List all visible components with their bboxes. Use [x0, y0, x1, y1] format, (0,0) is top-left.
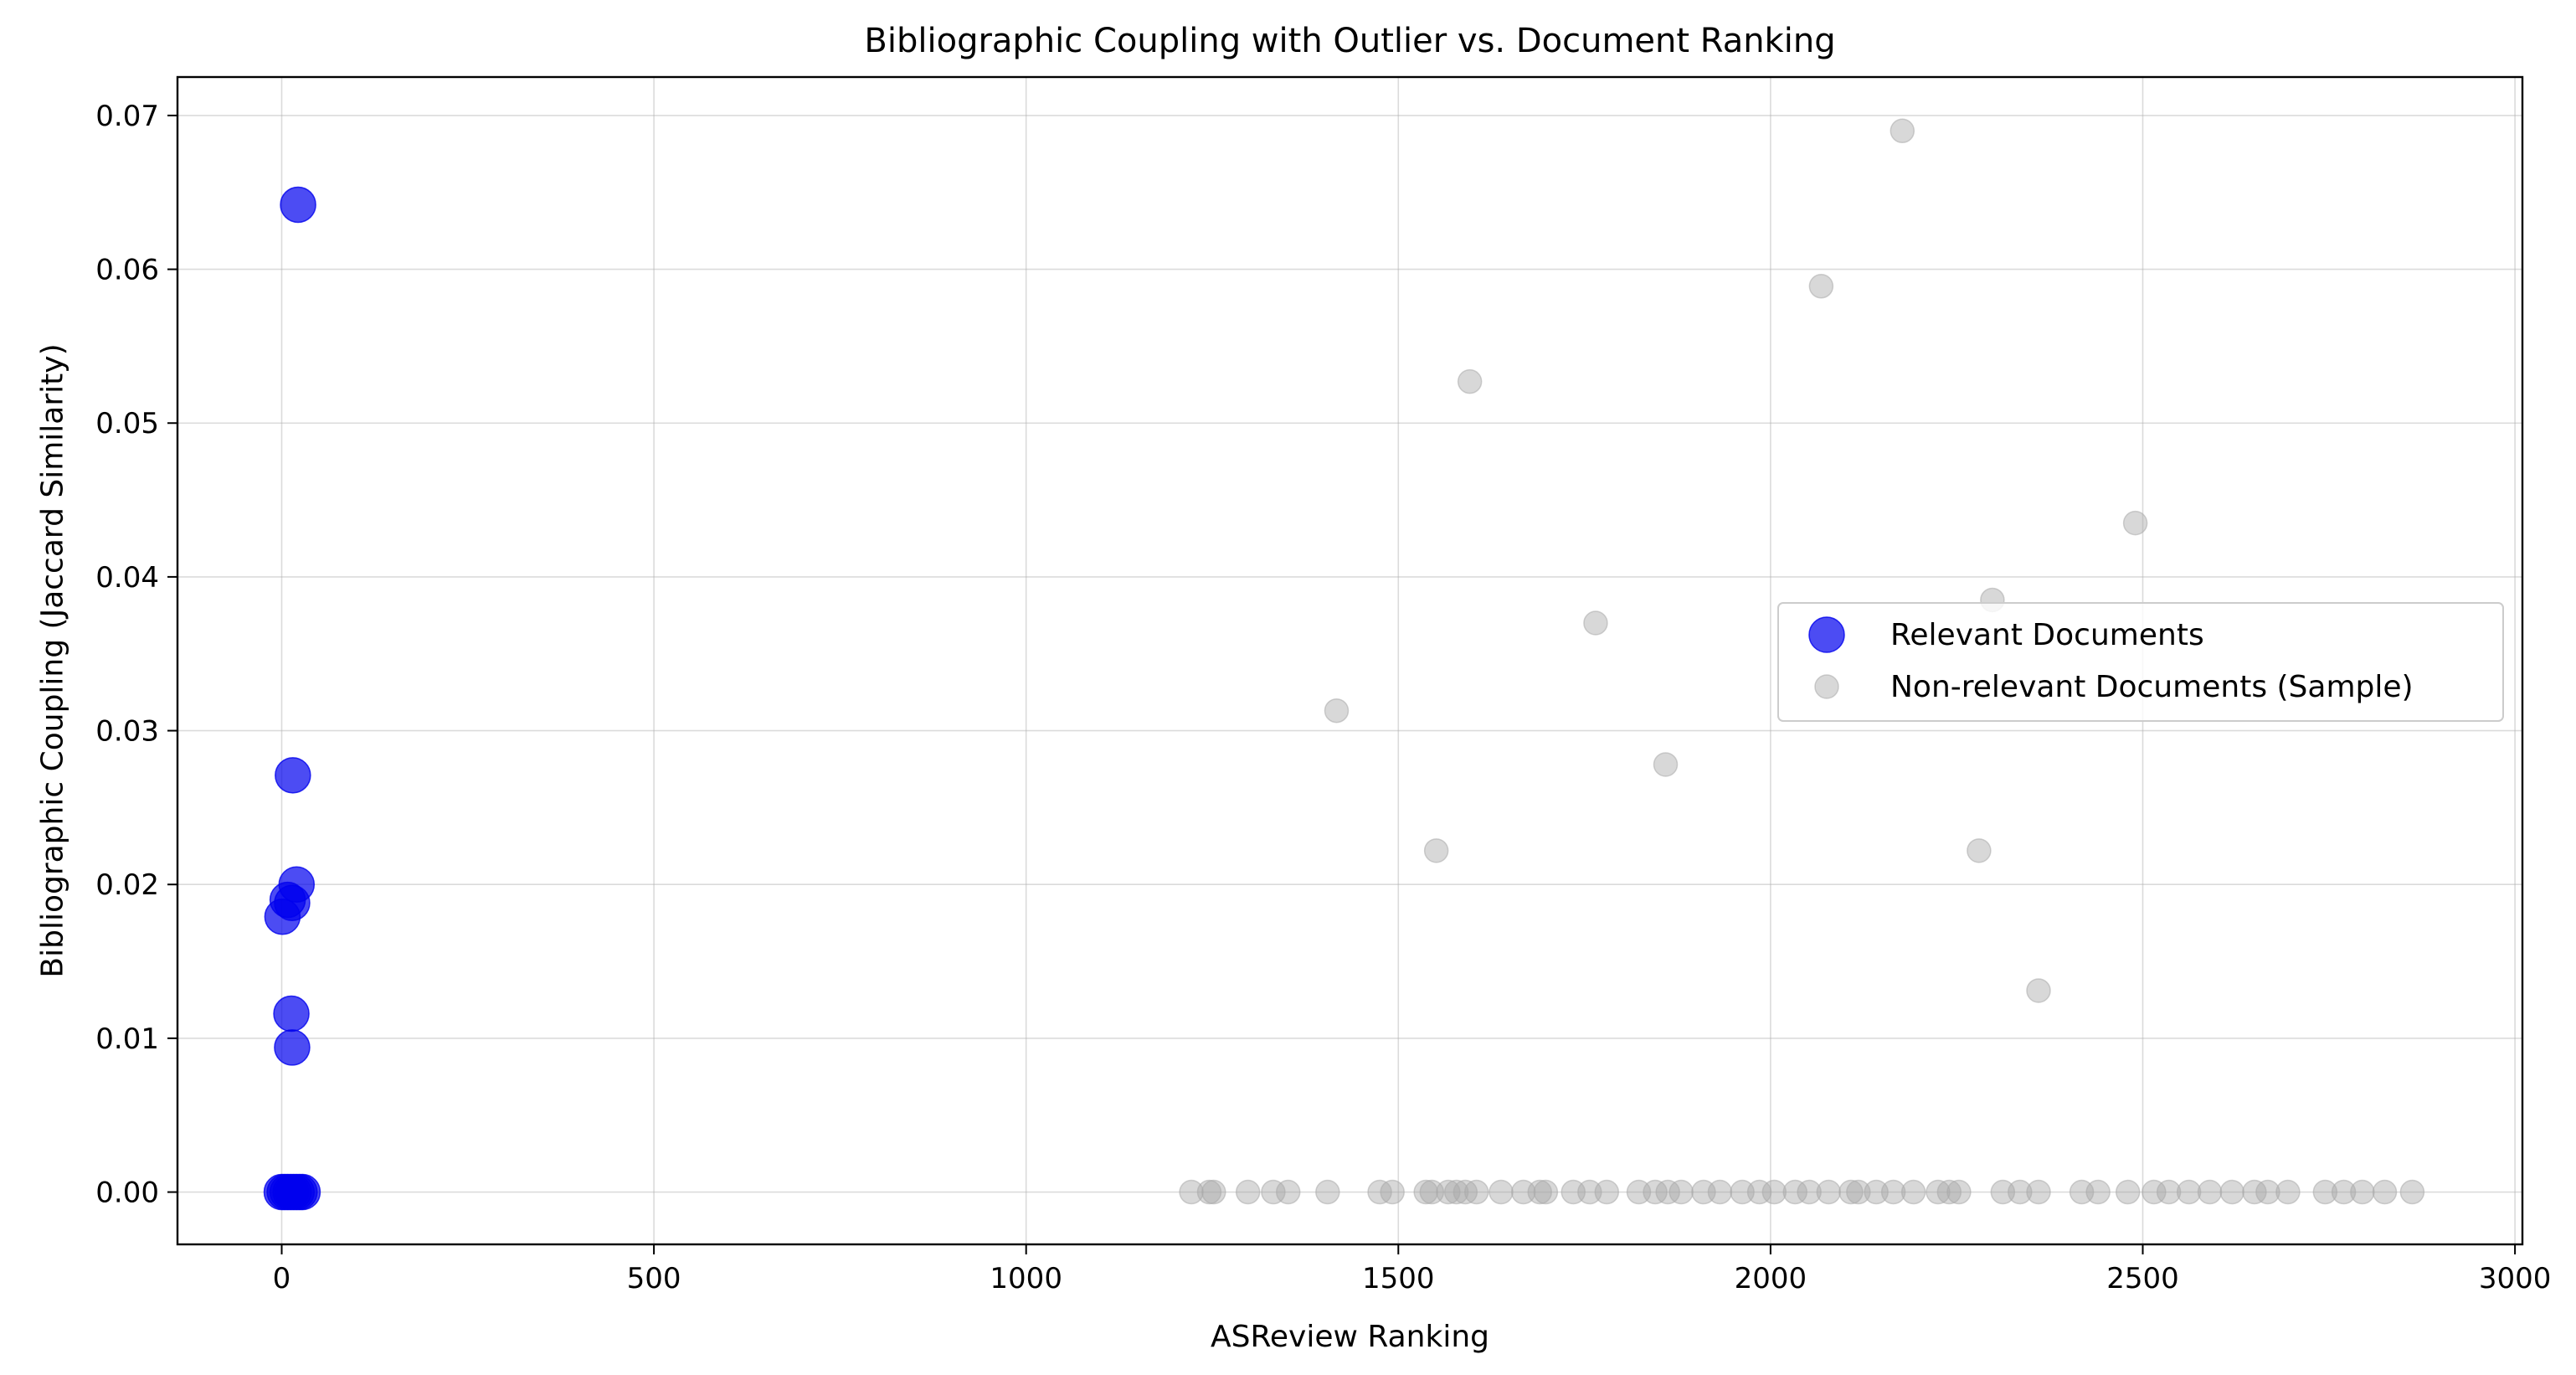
- nonrelevant-point: [1423, 838, 1449, 863]
- y-tick-label: 0.07: [95, 100, 159, 133]
- nonrelevant-point: [1967, 838, 1992, 863]
- nonrelevant-point: [1275, 1179, 1301, 1205]
- legend-label-relevant: Relevant Documents: [1890, 618, 2204, 652]
- nonrelevant-point: [1880, 1179, 1906, 1205]
- nonrelevant-point: [2115, 1179, 2141, 1205]
- x-tick-label: 3000: [2479, 1262, 2552, 1295]
- nonrelevant-point: [1413, 1179, 1438, 1205]
- nonrelevant-point: [1594, 1179, 1620, 1205]
- axes-frame: [176, 75, 2524, 1246]
- nonrelevant-point: [1864, 1179, 1889, 1205]
- nonrelevant-point: [1782, 1179, 1807, 1205]
- ticks: 0 500 1000 1500 2000 2500 3000 0.00 0.01 0.02 0.03…: [95, 100, 2551, 1295]
- nonrelevant-point: [1643, 1179, 1668, 1205]
- nonrelevant-point: [1946, 1179, 1972, 1205]
- y-tick-label: 0.04: [95, 561, 159, 595]
- nonrelevant-point: [2156, 1179, 2182, 1205]
- nonrelevant-point: [1533, 1179, 1559, 1205]
- y-tick-label: 0.06: [95, 254, 159, 287]
- nonrelevant-point: [1761, 1179, 1787, 1205]
- nonrelevant-point: [1936, 1179, 1962, 1205]
- nonrelevant-point: [2176, 1179, 2202, 1205]
- relevant-point: [280, 186, 316, 224]
- nonrelevant-point: [2372, 1179, 2398, 1205]
- nonrelevant-point: [1808, 274, 1834, 299]
- nonrelevant-point: [1730, 1179, 1755, 1205]
- nonrelevant-point: [1436, 1179, 1461, 1205]
- nonrelevant-point: [1900, 1179, 1926, 1205]
- nonrelevant-point: [1583, 610, 1608, 636]
- nonrelevant-point: [1816, 1179, 1842, 1205]
- nonrelevant-point: [1707, 1179, 1733, 1205]
- relevant-point: [274, 1029, 311, 1066]
- relevant-point: [273, 995, 310, 1033]
- y-tick-label: 0.01: [95, 1022, 159, 1056]
- nonrelevant-point: [2026, 978, 2051, 1003]
- nonrelevant-point: [2142, 1179, 2167, 1205]
- x-axis-label: ASReview Ranking: [1211, 1320, 1489, 1354]
- nonrelevant-point: [1846, 1179, 1871, 1205]
- nonrelevant-point: [2275, 1179, 2301, 1205]
- nonrelevant-point: [1577, 1179, 1602, 1205]
- x-tick-label: 1000: [990, 1262, 1062, 1295]
- nonrelevant-point: [1380, 1179, 1405, 1205]
- chart-title: Bibliographic Coupling with Outlier vs. …: [864, 22, 1835, 60]
- points: [263, 118, 2425, 1211]
- x-tick-label: 0: [273, 1262, 291, 1295]
- nonrelevant-point: [2197, 1179, 2223, 1205]
- x-tick-label: 2000: [1735, 1262, 1807, 1295]
- nonrelevant-point: [1367, 1179, 1392, 1205]
- nonrelevant-point: [2219, 1179, 2244, 1205]
- nonrelevant-point: [1324, 698, 1350, 724]
- nonrelevant-point: [2242, 1179, 2267, 1205]
- nonrelevant-point: [2331, 1179, 2357, 1205]
- nonrelevant-point: [1463, 1179, 1489, 1205]
- x-tick-label: 2500: [2106, 1262, 2179, 1295]
- nonrelevant-point: [1443, 1179, 1469, 1205]
- nonrelevant-point: [1653, 752, 1679, 777]
- x-tick-label: 1500: [1362, 1262, 1435, 1295]
- legend: Relevant Documents Non-relevant Document…: [1777, 602, 2504, 722]
- nonrelevant-point: [2122, 510, 2148, 536]
- nonrelevant-point: [2255, 1179, 2280, 1205]
- legend-marker-nonrelevant: [1814, 674, 1839, 699]
- nonrelevant-point: [2350, 1179, 2375, 1205]
- nonrelevant-point: [1668, 1179, 1694, 1205]
- nonrelevant-point: [2085, 1179, 2111, 1205]
- y-tick-label: 0.00: [95, 1177, 159, 1210]
- nonrelevant-point: [2026, 1179, 2051, 1205]
- nonrelevant-point: [2399, 1179, 2425, 1205]
- nonrelevant-point: [2312, 1179, 2338, 1205]
- nonrelevant-point: [1990, 1179, 2016, 1205]
- nonrelevant-point: [1655, 1179, 1680, 1205]
- nonrelevant-point: [1261, 1179, 1286, 1205]
- nonrelevant-point: [1489, 1179, 1514, 1205]
- nonrelevant-point: [1838, 1179, 1864, 1205]
- relevant-point: [264, 899, 301, 935]
- y-tick-label: 0.05: [95, 407, 159, 440]
- nonrelevant-point: [1315, 1179, 1340, 1205]
- legend-label-nonrelevant: Non-relevant Documents (Sample): [1890, 670, 2414, 704]
- nonrelevant-point: [1235, 1179, 1261, 1205]
- x-tick-label: 500: [627, 1262, 681, 1295]
- nonrelevant-point: [1201, 1179, 1226, 1205]
- relevant-point: [284, 1173, 321, 1211]
- nonrelevant-point: [1179, 1179, 1204, 1205]
- nonrelevant-point: [1890, 118, 1915, 144]
- y-tick-label: 0.03: [95, 715, 159, 749]
- nonrelevant-point: [1746, 1179, 1772, 1205]
- legend-marker-relevant: [1808, 616, 1845, 653]
- y-tick-label: 0.02: [95, 868, 159, 902]
- relevant-point: [275, 757, 311, 794]
- nonrelevant-point: [2008, 1179, 2033, 1205]
- grid: [177, 77, 2522, 1244]
- y-axis-label: Bibliographic Coupling (Jaccard Similari…: [36, 343, 70, 977]
- legend-box: [1777, 602, 2504, 722]
- nonrelevant-point: [1457, 368, 1483, 394]
- nonrelevant-point: [1797, 1179, 1822, 1205]
- nonrelevant-point: [1527, 1179, 1552, 1205]
